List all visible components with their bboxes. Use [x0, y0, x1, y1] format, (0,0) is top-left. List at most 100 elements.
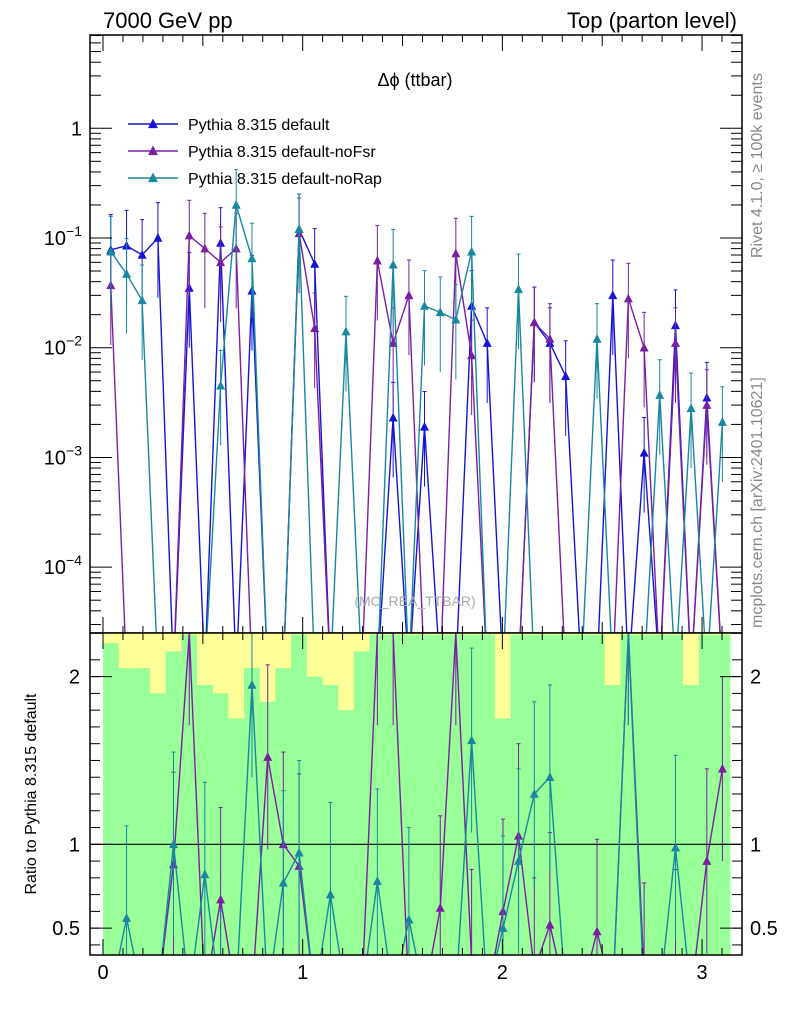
- data-point-0-20: [419, 421, 429, 431]
- legend-marker-0: [148, 118, 158, 129]
- legend-label-0: Pythia 8.315 default: [188, 117, 330, 134]
- data-point-2-22: [451, 314, 461, 324]
- main-ytick-label-3: 10−3: [44, 442, 82, 469]
- ratio-point-1-14: [325, 889, 335, 899]
- data-point-2-37: [686, 403, 696, 413]
- ratio-point-0-10: [263, 752, 273, 761]
- ratio-point-0-36: [671, 957, 680, 966]
- ratio-point-1-26: [514, 856, 524, 865]
- ratio-point-1-19: [404, 914, 414, 924]
- band-inner-37: [682, 684, 700, 955]
- ratio-ytick-label-r-1: 1: [750, 834, 761, 856]
- data-point-2-31: [592, 334, 602, 343]
- series-line-2: [110, 204, 724, 633]
- main-axes: 1 10−1 10−2 10−3 10−4: [44, 35, 742, 633]
- data-point-1-18: [388, 338, 398, 347]
- ratio-panel: 0.5 0.5 1 1 2 2 0 1 2 3 Ratio to Pythia 8.315 def…: [23, 632, 778, 1008]
- ratio-point-1-7: [216, 999, 225, 1008]
- main-ytick-label-1: 10−1: [44, 223, 82, 250]
- data-point-1-33: [623, 293, 633, 303]
- ratio-y-label: Ratio to Pythia 8.315 default: [23, 693, 40, 895]
- band-inner-24: [479, 634, 496, 955]
- ratio-point-0-7: [216, 894, 226, 904]
- ratio-ytick-label-1: 1: [69, 834, 80, 856]
- data-point-1-7: [216, 257, 226, 267]
- data-point-2-35: [655, 390, 665, 399]
- band-inner-15: [338, 710, 355, 955]
- data-point-2-9: [247, 253, 257, 263]
- main-ytick-label-0: 1: [71, 118, 82, 140]
- data-point-1-27: [529, 317, 539, 327]
- band-inner-0: [103, 643, 120, 955]
- data-point-2-18: [388, 259, 398, 269]
- data-point-2-15: [341, 326, 351, 336]
- ratio-ytick-label-r-0: 0.5: [750, 918, 778, 940]
- main-panel: Δϕ (ttbar) (MC_REA_TTBAR) Pythia 8.315 d…: [44, 34, 743, 634]
- legend-label-2: Pythia 8.315 default-noRap: [188, 171, 382, 188]
- ratio-point-1-23: [467, 735, 477, 745]
- band-inner-31: [588, 634, 606, 955]
- data-point-1-17: [372, 255, 382, 265]
- main-ytick-label-2: 10−2: [44, 333, 82, 360]
- ratio-series-group: [90, 633, 742, 1008]
- main-ytick-label-4: 10−4: [44, 552, 82, 579]
- data-point-2-39: [717, 417, 727, 426]
- legend-marker-2: [148, 172, 158, 183]
- band-inner-35: [651, 634, 668, 955]
- band-inner-3: [150, 693, 167, 955]
- mcplots-label: mcplots.cern.ch [arXiv:2401.10621]: [749, 377, 766, 628]
- data-point-2-7: [216, 380, 226, 390]
- legend: Pythia 8.315 default Pythia 8.315 default…: [128, 117, 382, 188]
- rivet-label: Rivet 4.1.0, ≥ 100k events: [749, 73, 766, 258]
- ratio-ytick-label-2: 2: [69, 667, 80, 689]
- ratio-point-1-9: [247, 679, 257, 689]
- data-point-1-36: [670, 338, 680, 347]
- ratio-point-0-27: [530, 965, 539, 974]
- ratio-point-1-11: [278, 877, 288, 887]
- data-point-2-20: [419, 300, 429, 310]
- data-point-0-13: [310, 258, 320, 268]
- data-point-0-24: [482, 338, 492, 347]
- data-point-2-2: [137, 295, 147, 305]
- header-right: Top (parton level): [567, 8, 737, 33]
- ratio-line-1: [118, 633, 688, 955]
- data-point-2-12: [294, 224, 304, 234]
- band-inner-8: [228, 718, 245, 955]
- data-point-1-22: [451, 248, 461, 258]
- band-inner-16: [353, 651, 370, 955]
- band-inner-5: [181, 634, 198, 955]
- data-point-0-29: [561, 371, 571, 380]
- band-inner-1: [118, 668, 135, 955]
- ratio-point-0-28: [545, 919, 555, 929]
- band-inner-30: [573, 634, 590, 955]
- data-point-2-8: [231, 199, 241, 209]
- data-point-1-13: [310, 323, 320, 333]
- data-point-0-32: [608, 290, 618, 300]
- data-point-2-0: [106, 246, 116, 256]
- watermark-label: (MC_REA_TTBAR): [354, 593, 475, 609]
- data-point-1-38: [702, 400, 712, 409]
- ratio-ytick-label-r-2: 2: [750, 667, 761, 689]
- ratio-point-1-28: [545, 772, 555, 781]
- ratio-point-1-17: [372, 876, 382, 885]
- band-inner-13: [306, 676, 323, 955]
- data-point-0-2: [137, 249, 147, 259]
- band-inner-32: [604, 684, 621, 955]
- ratio-xtick-label-2: 2: [497, 962, 508, 984]
- ratio-point-1-12: [294, 847, 304, 857]
- ratio-ytick-label-0: 0.5: [52, 918, 80, 940]
- main-plot-area: [106, 169, 727, 633]
- data-point-1-19: [404, 290, 414, 300]
- data-point-2-1: [122, 268, 132, 278]
- data-point-0-34: [639, 447, 649, 457]
- band-inner-21: [432, 634, 449, 955]
- ratio-point-0-34: [640, 970, 649, 979]
- data-point-1-34: [639, 342, 649, 352]
- ratio-point-1-36: [670, 842, 680, 852]
- ratio-point-0-31: [592, 926, 602, 936]
- ratio-point-1-1: [122, 913, 132, 922]
- data-point-2-21: [435, 307, 445, 317]
- ratio-point-0-23: [467, 957, 476, 966]
